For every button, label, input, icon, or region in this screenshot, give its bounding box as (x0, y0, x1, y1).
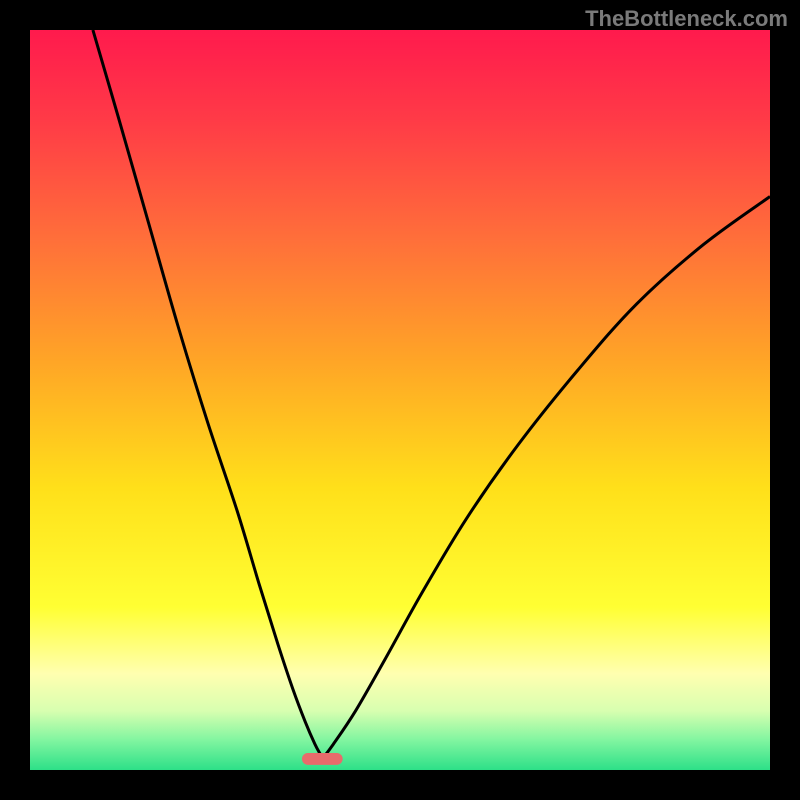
valley-marker (302, 753, 343, 765)
bottleneck-chart (0, 0, 800, 800)
watermark-text: TheBottleneck.com (585, 6, 788, 32)
gradient-background (30, 30, 770, 770)
